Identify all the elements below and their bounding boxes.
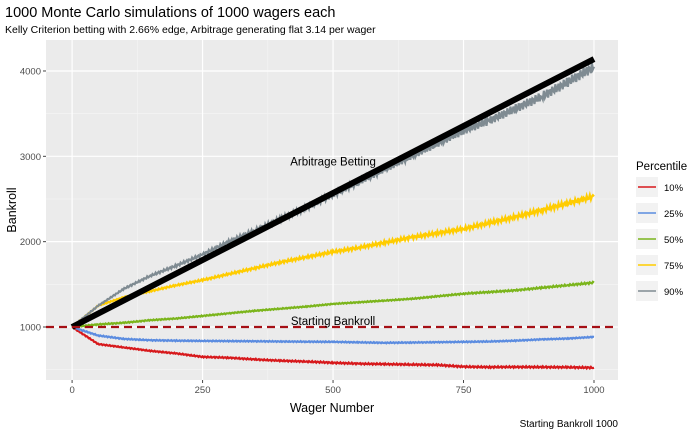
chart-subtitle: Kelly Criterion betting with 2.66% edge,… [5, 24, 376, 36]
x-tick-label: 500 [325, 385, 341, 396]
x-axis-label: Wager Number [290, 401, 374, 415]
y-tick-label: 3000 [20, 152, 41, 163]
arbitrage-label: Arbitrage Betting [290, 156, 376, 168]
legend: Percentile 10% 25% 50% 75% 90% [636, 161, 687, 301]
y-axis-label: Bankroll [5, 187, 19, 232]
legend-label: 90% [664, 287, 684, 298]
x-tick-label: 0 [69, 385, 74, 396]
legend-label: 50% [664, 235, 684, 246]
series-line-25pct [71, 325, 595, 345]
caption: Starting Bankroll 1000 [520, 419, 619, 430]
legend-title: Percentile [636, 161, 687, 173]
starting-bankroll-label: Starting Bankroll [291, 316, 375, 328]
axes: 0 250 500 750 1000 1000 2000 3000 4000 [20, 66, 605, 396]
legend-label: 25% [664, 209, 684, 220]
annotations: Arbitrage Betting Starting Bankroll [290, 156, 376, 328]
x-tick-label: 750 [456, 385, 472, 396]
y-tick-label: 2000 [20, 237, 41, 248]
series-line-75pct [71, 190, 595, 328]
legend-label: 75% [664, 261, 684, 272]
arbitrage-line [70, 56, 596, 330]
x-tick-label: 1000 [583, 385, 604, 396]
series-lines [46, 56, 618, 371]
legend-label: 10% [664, 183, 684, 194]
y-tick-label: 4000 [20, 66, 41, 77]
y-tick-label: 1000 [20, 323, 41, 334]
chart-title: 1000 Monte Carlo simulations of 1000 wag… [5, 5, 335, 21]
series-line-50pct [71, 280, 595, 329]
x-tick-label: 250 [195, 385, 211, 396]
series-line-10pct [71, 326, 595, 371]
